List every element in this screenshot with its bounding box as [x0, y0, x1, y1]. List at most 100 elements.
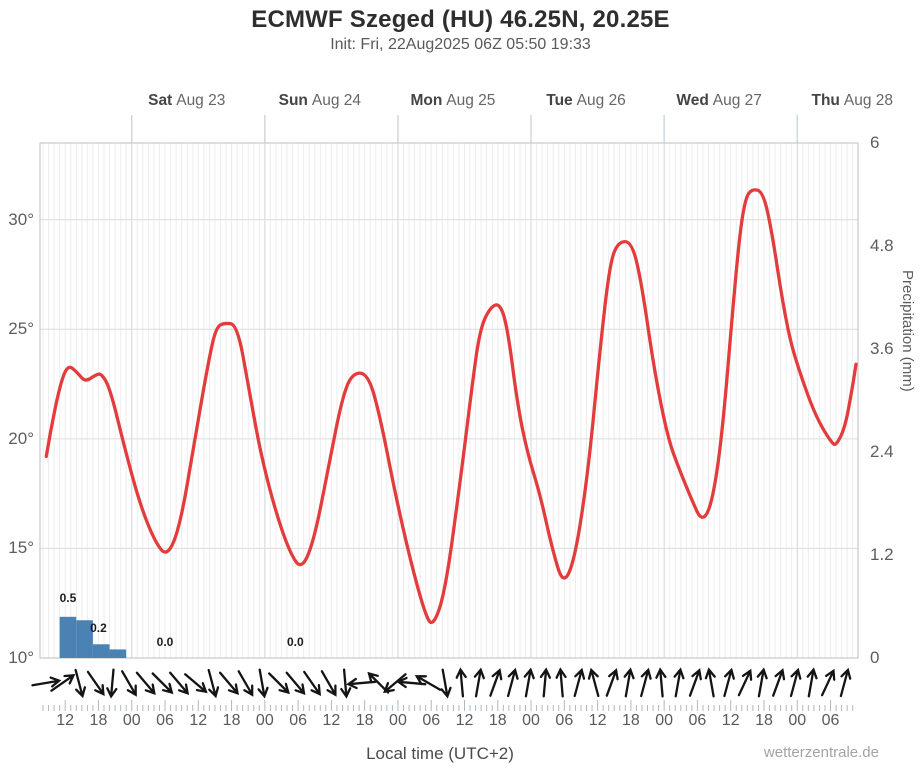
plot-frame: [39, 142, 859, 659]
time-axis-tick: 06: [688, 712, 707, 729]
wind-arrow: [640, 667, 652, 698]
wind-arrow: [169, 671, 190, 696]
time-axis-tick: 18: [621, 712, 640, 729]
precip-axis-tick: 1.2: [870, 545, 894, 564]
wind-arrow: [74, 668, 87, 699]
precip-axis-title: Precipitation (mm): [899, 270, 916, 392]
day-date: Aug 26: [576, 92, 626, 109]
day-date: Aug 23: [176, 92, 226, 109]
temp-axis-tick: 15°: [8, 538, 34, 558]
chart-title: ECMWF Szeged (HU) 46.25N, 20.25E: [251, 6, 670, 33]
day-date: Aug 24: [311, 92, 362, 109]
x-axis-title: Local time (UTC+2): [366, 744, 514, 763]
wind-arrow: [237, 670, 254, 697]
precip-amount-label: 0.5: [59, 591, 77, 605]
watermark-text: wetterzentrale.de: [763, 744, 879, 761]
wind-arrow: [383, 673, 407, 694]
precip-axis-tick: 3.6: [870, 339, 894, 358]
wind-arrow: [50, 674, 76, 692]
wind-arrow: [151, 672, 174, 695]
wind-arrow: [414, 675, 442, 691]
precip-axis-tick: 2.4: [870, 442, 894, 461]
wind-arrow: [704, 667, 716, 698]
precip-bar: [76, 620, 93, 658]
wind-arrow: [320, 670, 337, 697]
time-axis-tick: 06: [821, 712, 840, 729]
day-label: Sun Aug 24: [279, 92, 361, 110]
time-axis-tick: 06: [555, 712, 574, 729]
time-axis-tick: 18: [488, 712, 507, 729]
time-axis-tick: 12: [721, 712, 740, 729]
wind-arrow: [539, 667, 552, 698]
precip-axis-tick: 4.8: [870, 236, 894, 255]
wind-arrow: [737, 668, 753, 697]
time-axis-tick: 00: [255, 712, 274, 729]
wind-arrow: [268, 672, 290, 695]
precip-amount-label: 0.0: [286, 635, 304, 649]
time-axis-tick: 12: [588, 712, 607, 729]
wind-arrow: [455, 667, 467, 698]
wind-arrow: [806, 667, 818, 698]
temp-axis-tick: 20°: [8, 428, 34, 448]
precip-bar: [109, 649, 127, 658]
time-axis-tick: 12: [455, 712, 474, 729]
day-name: Sat: [148, 92, 173, 109]
wind-arrow: [184, 673, 208, 694]
wind-arrow: [285, 671, 306, 696]
wind-arrow: [772, 668, 786, 697]
precip-bar: [59, 616, 77, 658]
wind-arrow: [655, 667, 667, 698]
time-axis-tick: 18: [755, 712, 773, 729]
time-axis-tick: 12: [322, 712, 341, 729]
wind-arrow: [218, 671, 239, 696]
day-name: Wed: [676, 92, 709, 109]
time-axis-tick: 00: [788, 712, 807, 729]
time-axis-tick: 18: [222, 712, 241, 729]
day-name: Tue: [546, 92, 573, 109]
wind-arrow: [789, 667, 802, 698]
time-axis-tick: 00: [389, 712, 407, 729]
temp-axis-tick: 25°: [8, 319, 34, 339]
wind-arrow: [31, 676, 62, 688]
wind-arrow: [135, 671, 156, 696]
wind-arrow: [756, 667, 768, 698]
time-axis-tick: 06: [156, 712, 174, 729]
time-axis-tick: 06: [289, 712, 308, 729]
wind-arrow: [605, 668, 619, 697]
wind-arrow: [340, 668, 352, 699]
wind-arrow: [555, 667, 567, 698]
day-name: Sun: [278, 92, 308, 109]
wind-arrow: [839, 667, 852, 698]
day-label: Sat Aug 23: [148, 92, 225, 110]
temperature-curve: [44, 188, 858, 625]
day-name: Mon: [410, 92, 443, 109]
wind-arrow: [121, 670, 137, 697]
time-axis-tick: 12: [189, 712, 208, 729]
day-date: Aug 28: [843, 92, 894, 109]
wind-arrow: [820, 668, 836, 697]
time-axis-tick: 18: [89, 712, 108, 729]
temp-axis-tick: 30°: [8, 209, 34, 229]
time-axis-tick: 00: [122, 712, 141, 729]
wind-arrow: [506, 667, 519, 698]
wind-arrow: [473, 667, 485, 698]
time-axis-tick: 18: [355, 712, 374, 729]
wind-arrow: [106, 668, 118, 699]
day-name: Thu: [811, 92, 840, 109]
day-label: Wed Aug 27: [676, 92, 762, 110]
day-date: Aug 27: [712, 92, 762, 109]
wind-arrow: [723, 667, 735, 698]
time-axis-tick: 06: [422, 712, 441, 729]
precip-axis-tick: 0: [870, 648, 880, 667]
day-label: Thu Aug 28: [811, 92, 893, 110]
wind-arrow: [489, 668, 503, 697]
wind-arrow: [688, 668, 702, 697]
precip-bar: [92, 644, 110, 658]
wind-arrow: [207, 668, 220, 699]
day-label: Mon Aug 25: [410, 92, 495, 110]
wind-arrow: [623, 667, 635, 698]
day-date: Aug 25: [446, 92, 496, 109]
wind-arrow: [303, 670, 322, 696]
